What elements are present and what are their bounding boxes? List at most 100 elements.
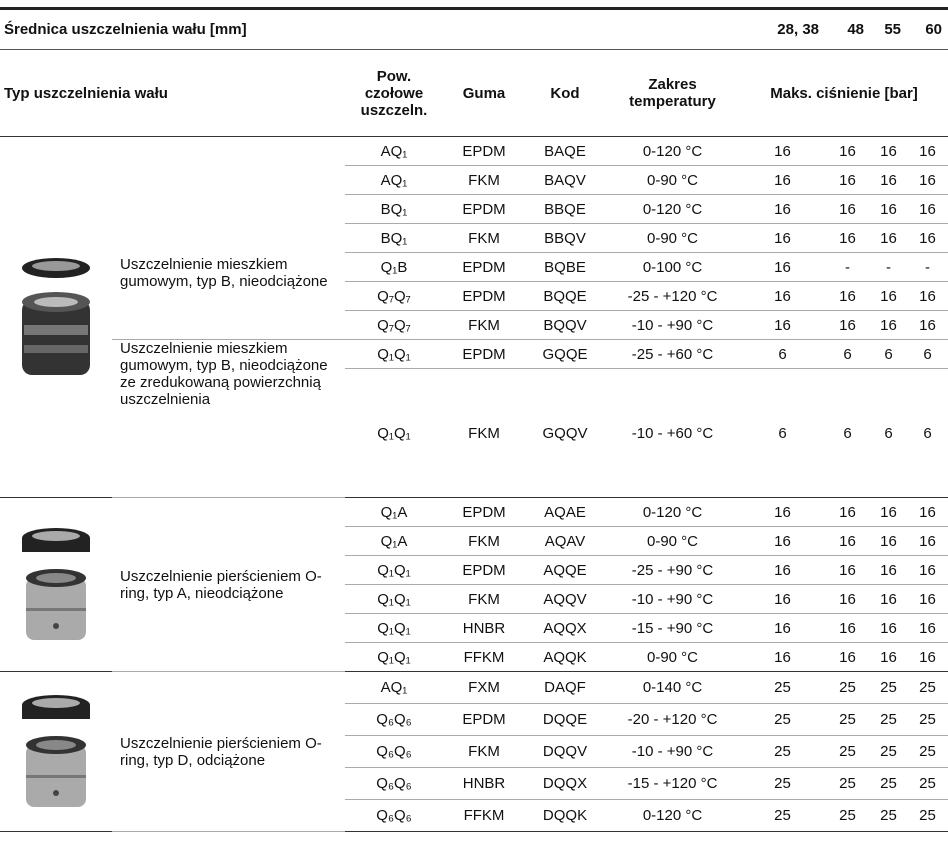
cell: BAQV — [525, 165, 605, 195]
diameter: 28, 38 — [740, 8, 826, 50]
cell: 16 — [825, 555, 871, 585]
cell: 16 — [740, 223, 826, 253]
data-row: Q₇Q₇ FKM BQQV -10 - +90 °C 16 16 16 16 — [0, 310, 948, 340]
data-row: Uszczelnienie mieszkiem gumowym, typ B, … — [0, 339, 948, 498]
cell: 25 — [907, 671, 948, 704]
cell: 16 — [825, 194, 871, 224]
cell: 16 — [907, 584, 948, 614]
cell: AQ₁ — [345, 671, 443, 704]
cell: 0-90 °C — [605, 526, 741, 556]
cell: AQAV — [525, 526, 605, 556]
cell: 25 — [907, 703, 948, 736]
cell: 25 — [825, 671, 871, 704]
column-header: Maks. ciśnienie [bar] — [740, 49, 948, 137]
image-cell — [0, 136, 112, 498]
cell: 0-120 °C — [605, 497, 741, 527]
cell: -10 - +90 °C — [605, 735, 741, 768]
seal-image — [22, 258, 90, 375]
cell: EPDM — [443, 281, 525, 311]
cell: 0-120 °C — [605, 799, 741, 832]
data-row: Q₁Q₁ FKM GQQV -10 - +60 °C 6 6 6 6 — [0, 368, 948, 498]
cell: FKM — [443, 165, 525, 195]
cell: FKM — [443, 526, 525, 556]
cell: 25 — [825, 735, 871, 768]
cell: AQQV — [525, 584, 605, 614]
data-row: Q₆Q₆ EPDM DQQE -20 - +120 °C 25 25 25 25 — [0, 703, 948, 736]
cell: 16 — [907, 165, 948, 195]
data-row: Q₁Q₁ HNBR AQQX -15 - +90 °C 16 16 16 16 — [0, 613, 948, 643]
cell: 16 — [907, 223, 948, 253]
column-header: Guma — [443, 49, 525, 137]
image-cell — [0, 497, 112, 672]
cell: Q₁Q₁ — [345, 613, 443, 643]
cell: 6 — [907, 339, 948, 369]
cell: HNBR — [443, 613, 525, 643]
cell: 16 — [870, 642, 908, 672]
cell: Q₁Q₁ — [345, 368, 443, 498]
cell: - — [870, 252, 908, 282]
seal-table: Średnica uszczelnienia wału [mm] 28, 38 … — [0, 7, 948, 832]
data-row: Q₁A FKM AQAV 0-90 °C 16 16 16 16 — [0, 526, 948, 556]
description: Uszczelnienie pierścieniem O-ring, typ A… — [112, 497, 345, 672]
cell: 6 — [907, 368, 948, 498]
data-row: Q₆Q₆ FFKM DQQK 0-120 °C 25 25 25 25 — [0, 799, 948, 832]
cell: 16 — [870, 223, 908, 253]
cell: Q₁Q₁ — [345, 584, 443, 614]
cell: AQ₁ — [345, 165, 443, 195]
data-row: AQ₁ FKM BAQV 0-90 °C 16 16 16 16 — [0, 165, 948, 195]
data-row: Q₁B EPDM BQBE 0-100 °C 16- - - — [0, 252, 948, 282]
cell: Q₆Q₆ — [345, 703, 443, 736]
data-row: Q₁Q₁ EPDM AQQE -25 - +90 °C 16 16 16 16 — [0, 555, 948, 585]
cell: BQ₁ — [345, 194, 443, 224]
cell: 0-90 °C — [605, 165, 741, 195]
cell: 16 — [740, 281, 826, 311]
cell: 16 — [740, 526, 826, 556]
cell: 0-120 °C — [605, 194, 741, 224]
data-row: BQ₁ EPDM BBQE 0-120 °C 16 16 16 16 — [0, 194, 948, 224]
cell: EPDM — [443, 339, 525, 369]
diameter: 55 — [870, 8, 908, 50]
cell: Q₆Q₆ — [345, 735, 443, 768]
cell: 16 — [907, 136, 948, 166]
cell: 16 — [907, 526, 948, 556]
column-header: Kod — [525, 49, 605, 137]
cell: EPDM — [443, 194, 525, 224]
cell: 16 — [740, 555, 826, 585]
cell: 16 — [825, 281, 871, 311]
cell: 16 — [870, 136, 908, 166]
cell: 25 — [870, 735, 908, 768]
data-row: Q₁Q₁ FFKM AQQK 0-90 °C 16 16 16 16 — [0, 642, 948, 672]
data-row: Q₁Q₁ FKM AQQV -10 - +90 °C 16 16 16 16 — [0, 584, 948, 614]
cell: 16 — [870, 165, 908, 195]
cell: - — [825, 252, 871, 282]
cell: 16 — [740, 584, 826, 614]
cell: Q₁Q₁ — [345, 642, 443, 672]
cell: 16 — [740, 136, 826, 166]
cell: AQQE — [525, 555, 605, 585]
cell: 6 — [825, 339, 871, 369]
cell: - — [907, 252, 948, 282]
cell: 16 — [870, 310, 908, 340]
cell: 16 — [825, 310, 871, 340]
cell: 25 — [907, 767, 948, 800]
cell: FFKM — [443, 642, 525, 672]
cell: FKM — [443, 735, 525, 768]
data-row: Q₇Q₇ EPDM BQQE -25 - +120 °C 16 16 16 16 — [0, 281, 948, 311]
cell: BQQV — [525, 310, 605, 340]
cell: DQQK — [525, 799, 605, 832]
cell: 25 — [870, 703, 908, 736]
data-row: Uszczelnienie pierścieniem O-ring, typ A… — [0, 497, 948, 672]
cell: 16 — [907, 555, 948, 585]
cell: BBQV — [525, 223, 605, 253]
cell: 25 — [740, 671, 826, 704]
cell: AQQK — [525, 642, 605, 672]
cell: EPDM — [443, 252, 525, 282]
diameter: 60 — [907, 8, 948, 50]
column-header: Zakres temperatury — [605, 49, 741, 137]
cell: 16 — [825, 497, 871, 527]
cell: -20 - +120 °C — [605, 703, 741, 736]
cell: FKM — [443, 368, 525, 498]
cell: AQ₁ — [345, 136, 443, 166]
cell: -25 - +90 °C — [605, 555, 741, 585]
cell: BAQE — [525, 136, 605, 166]
